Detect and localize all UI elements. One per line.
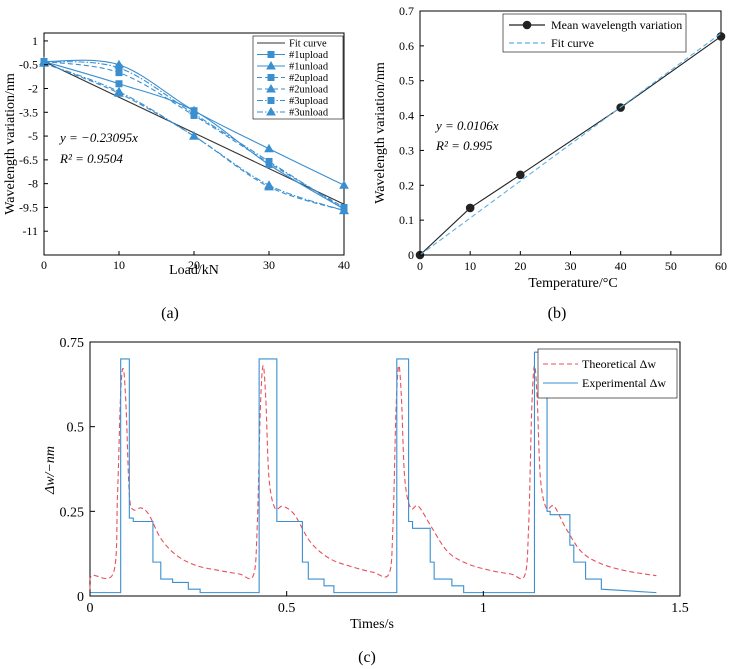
chart-c-ylabel: Δw/−nm: [43, 446, 58, 495]
chart-a-legend-label: #3upload: [289, 96, 329, 107]
chart-b-xtick-label: 40: [615, 259, 627, 273]
chart-a-legend-label: #1unload: [289, 62, 329, 73]
chart-b-ytick-label: 0.7: [399, 4, 414, 18]
chart-a-xtick-label: 40: [338, 258, 350, 272]
chart-a-equation: y = −0.23095x: [58, 130, 138, 145]
chart-b-xtick-label: 0: [417, 259, 423, 273]
chart-b-ytick-label: 0.3: [399, 143, 414, 157]
chart-b-ytick-label: 0.5: [399, 74, 414, 88]
chart-b-legend: Mean wavelength variation Fit curve: [502, 13, 687, 53]
chart-c-xlabel: Times/s: [350, 617, 394, 632]
chart-b-ytick-label: 0.4: [399, 109, 414, 123]
chart-b-xtick-label: 50: [665, 259, 677, 273]
chart-b-ytick-label: 0.6: [399, 39, 414, 53]
chart-a: 0 10 20 30 40 1 -0.5 -2 -3.5 -5 -6.5 -8 -9.5 -11 Load…: [3, 32, 350, 322]
chart-a-point: [339, 205, 349, 215]
chart-a-point: [189, 131, 199, 140]
chart-c-xtick-label: 0: [87, 601, 94, 616]
chart-b-point: [516, 170, 525, 180]
chart-a-point: [114, 86, 124, 96]
chart-a-ytick-label: -6.5: [19, 153, 38, 167]
chart-a-legend-label: Fit curve: [289, 39, 327, 50]
chart-a-xtick-label: 20: [188, 258, 200, 272]
chart-b-ytick-label: 0.2: [399, 178, 414, 192]
chart-c-frame: [89, 341, 681, 597]
chart-c-ytick-label: 0.75: [60, 336, 85, 351]
chart-a-legend-marker: [267, 97, 275, 104]
chart-a-point: [264, 180, 274, 189]
chart-c-series-0: [89, 365, 657, 590]
chart-a-ytick-label: -5: [28, 129, 38, 143]
chart-a-xlabel: Load/kN: [169, 263, 219, 278]
chart-b-point: [716, 32, 726, 41]
chart-c-ytick-label: 0.5: [67, 421, 85, 436]
chart-a-ytick-label: -2: [28, 82, 38, 96]
chart-b-legend-label: Mean wavelength variation: [551, 18, 682, 32]
chart-a-legend-label: #3unload: [289, 108, 329, 119]
chart-a-legend-marker: [266, 83, 276, 93]
chart-a-legend-label: #1upload: [289, 50, 329, 61]
chart-a-series-4: [43, 62, 345, 212]
chart-a-ytick-label: -8: [28, 177, 38, 191]
chart-b-series-1: [419, 32, 722, 256]
chart-a-xtick-label: 30: [263, 258, 275, 272]
chart-a-point: [265, 157, 273, 165]
chart-a-ytick-label: -9.5: [19, 200, 38, 214]
chart-c-legend-label: Experimental Δw: [582, 376, 666, 390]
chart-b-legend-label: Fit curve: [551, 36, 594, 50]
chart-b-xtick-label: 10: [464, 259, 476, 273]
chart-c-legend-label: Theoretical Δw: [582, 357, 656, 371]
chart-c-legend: Theoretical Δw Experimental Δw: [537, 348, 678, 399]
chart-b-equation: y = 0.0106x: [434, 118, 499, 133]
chart-a-legend-marker: [267, 51, 275, 58]
chart-a-legend-marker: [266, 106, 276, 116]
chart-b-xtick-label: 30: [565, 259, 577, 273]
chart-b-ylabel: Wavelength variation/nm: [373, 62, 388, 204]
chart-a-legend: Fit curve#1upload#1unload#2upload#2unloa…: [252, 35, 344, 120]
chart-a-ytick-label: -0.5: [19, 58, 38, 72]
chart-a-xtick-label: 0: [41, 258, 47, 272]
chart-c-ytick-label: 0.25: [60, 505, 85, 520]
chart-c-series-1: [90, 351, 657, 594]
chart-a-r2: R² = 0.9504: [59, 151, 123, 166]
chart-a-panel-label: (a): [161, 305, 179, 322]
chart-b-xtick-label: 60: [715, 259, 727, 273]
chart-c-xtick-label: 0.5: [278, 601, 296, 616]
chart-a-ytick-label: 1: [32, 34, 38, 48]
chart-a-series-6: [43, 62, 345, 212]
chart-b: 0 10 20 30 40 50 60 0 0.1 0.2 0.3 0.4 0.5 0.6 0.7 Temp…: [373, 4, 727, 322]
chart-a-point: [115, 64, 123, 72]
chart-a-ylabel: Wavelength variation/nm: [3, 73, 18, 215]
chart-a-point: [115, 80, 123, 88]
chart-c-xtick-label: 1: [480, 601, 487, 616]
chart-a-legend-label: #2upload: [289, 73, 329, 84]
chart-a-point: [339, 180, 349, 189]
chart-a-point: [264, 143, 274, 153]
chart-b-point: [465, 203, 475, 213]
chart-a-point: [190, 110, 198, 118]
chart-c: 0 0.5 1 1.5 0 0.25 0.5 0.75 Times/s Δw/−nm Theo…: [43, 336, 689, 666]
chart-c-panel-label: (c): [358, 649, 376, 666]
chart-b-ytick-label: 0: [408, 248, 414, 262]
chart-b-ytick-label: 0.1: [399, 213, 414, 227]
chart-c-xtick-label: 1.5: [671, 601, 689, 616]
chart-b-r2: R² = 0.995: [435, 138, 493, 153]
chart-b-xlabel: Temperature/°C: [528, 276, 617, 291]
chart-a-xtick-label: 10: [113, 258, 125, 272]
chart-b-legend-marker: [522, 20, 532, 30]
chart-b-panel-label: (b): [548, 305, 567, 322]
chart-a-ytick-label: -11: [22, 224, 38, 238]
chart-a-legend-marker: [266, 60, 276, 70]
chart-a-legend-label: #2unload: [289, 85, 329, 96]
chart-a-ytick-label: -3.5: [19, 105, 38, 119]
chart-c-ytick-label: 0: [77, 590, 84, 605]
chart-b-xtick-label: 20: [514, 259, 526, 273]
chart-a-legend-marker: [267, 74, 275, 81]
